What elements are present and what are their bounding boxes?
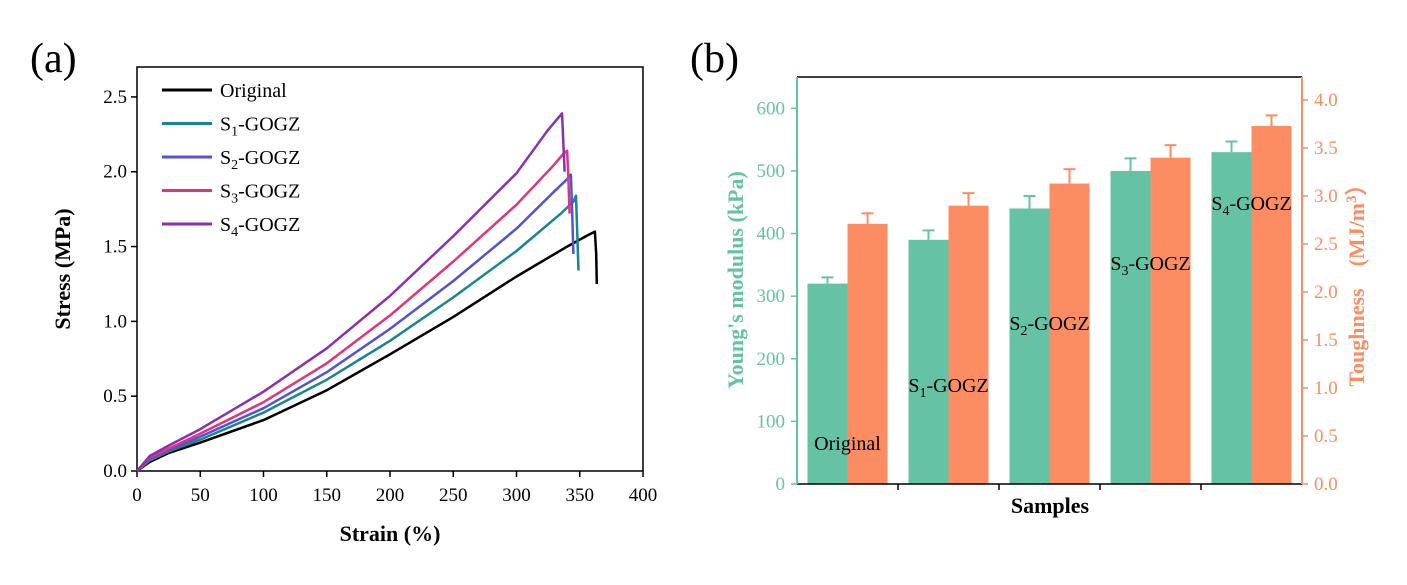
- legend-entry: Original: [220, 80, 287, 102]
- panel-a-x-axis-label: Strain (%): [340, 521, 441, 546]
- bar-toughness: [1150, 157, 1191, 484]
- x-tick-label: 50: [191, 485, 210, 506]
- panel-b-bars: [807, 114, 1292, 484]
- y-tick-label: 0.5: [103, 386, 127, 407]
- category-label: S3-GOGZ: [1110, 253, 1190, 279]
- panel-b-left-y-axis-label: Young's modulus (kPa): [723, 171, 748, 389]
- left-y-tick-label: 600: [757, 98, 786, 119]
- series-line-s3-gogz: [136, 149, 571, 472]
- left-y-tick-label: 200: [757, 349, 786, 370]
- bar-youngs-modulus: [1110, 170, 1151, 484]
- y-tick-label: 1.0: [103, 311, 127, 332]
- y-tick-label: 2.5: [103, 87, 127, 108]
- series-line-s4-gogz: [136, 112, 566, 472]
- panel-b-right-y-axis-label: Toughness (MJ/m3）: [1344, 173, 1369, 386]
- panel-b-modulus-toughness: (b) 0 100 200 300 400 500 600 0.0 0.5 1.0 1.5 2.0 2.…: [690, 36, 1369, 518]
- y-tick-label: 1.5: [103, 237, 127, 258]
- right-y-tick-label: 1.5: [1314, 330, 1338, 351]
- left-y-tick-label: 100: [757, 411, 786, 432]
- legend-entry: S2-GOGZ: [220, 147, 300, 173]
- category-label: S4-GOGZ: [1211, 193, 1291, 219]
- panel-a-stress-strain: (a) 0 50 100 150 200 250 300 350 400 0.0 0.5 1.0 1.5…: [30, 36, 657, 546]
- panel-a-series: [136, 112, 599, 473]
- panel-b-x-axis-label: Samples: [1011, 493, 1090, 518]
- x-tick-label: 0: [132, 485, 142, 506]
- right-y-tick-label: 0.0: [1314, 474, 1338, 495]
- left-y-tick-label: 300: [757, 286, 786, 307]
- bar-toughness: [948, 205, 989, 484]
- bar-toughness: [1049, 183, 1090, 484]
- left-y-tick-label: 400: [757, 224, 786, 245]
- panel-a-label: (a): [30, 36, 77, 82]
- category-label: Original: [814, 433, 881, 455]
- x-tick-label: 250: [439, 485, 468, 506]
- left-y-tick-label: 0: [776, 474, 786, 495]
- y-tick-label: 0.0: [103, 461, 127, 482]
- series-line-original: [136, 230, 599, 473]
- bar-toughness: [1251, 125, 1292, 484]
- panel-a-legend: Original S1-GOGZ S2-GOGZ S3-GOGZ S4-GOGZ: [162, 80, 300, 240]
- bar-toughness: [847, 223, 888, 484]
- panel-a-plot-frame: [136, 66, 644, 472]
- x-tick-label: 150: [313, 485, 342, 506]
- panel-a-y-axis-label: Stress (MPa): [50, 208, 75, 329]
- panel-b-label: (b): [690, 36, 739, 82]
- x-tick-label: 350: [566, 485, 595, 506]
- legend-entry: S4-GOGZ: [220, 214, 300, 240]
- right-y-tick-label: 0.5: [1314, 426, 1338, 447]
- x-tick-label: 200: [376, 485, 405, 506]
- panel-a-ticks: 0 50 100 150 200 250 300 350 400 0.0 0.5 1.0 1.5 2.0 2…: [103, 87, 657, 506]
- panel-b-category-labels: Original S1-GOGZ S2-GOGZ S3-GOGZ S4-GOGZ: [814, 193, 1292, 455]
- series-line-s1-gogz: [136, 194, 580, 472]
- right-y-tick-label: 3.0: [1314, 186, 1338, 207]
- right-y-tick-label: 3.5: [1314, 138, 1338, 159]
- right-y-tick-label: 2.0: [1314, 282, 1338, 303]
- legend-entry: S3-GOGZ: [220, 181, 300, 207]
- y-tick-label: 2.0: [103, 162, 127, 183]
- right-y-tick-label: 1.0: [1314, 378, 1338, 399]
- legend-entry: S1-GOGZ: [220, 114, 300, 140]
- x-tick-label: 100: [249, 485, 278, 506]
- right-y-tick-label: 2.5: [1314, 234, 1338, 255]
- bar-youngs-modulus: [1211, 152, 1252, 484]
- bar-youngs-modulus: [807, 283, 848, 484]
- bar-youngs-modulus: [1009, 208, 1050, 484]
- right-y-tick-label: 4.0: [1314, 90, 1338, 111]
- category-label: S2-GOGZ: [1009, 313, 1089, 339]
- left-y-tick-label: 500: [757, 161, 786, 182]
- bar-youngs-modulus: [908, 239, 949, 484]
- series-line-s2-gogz: [136, 173, 575, 472]
- panel-b-axes: 0 100 200 300 400 500 600 0.0 0.5 1.0 1.5 2.0 2.5 3.0…: [757, 76, 1338, 495]
- category-label: S1-GOGZ: [908, 375, 988, 401]
- x-tick-label: 400: [629, 485, 658, 506]
- x-tick-label: 300: [502, 485, 531, 506]
